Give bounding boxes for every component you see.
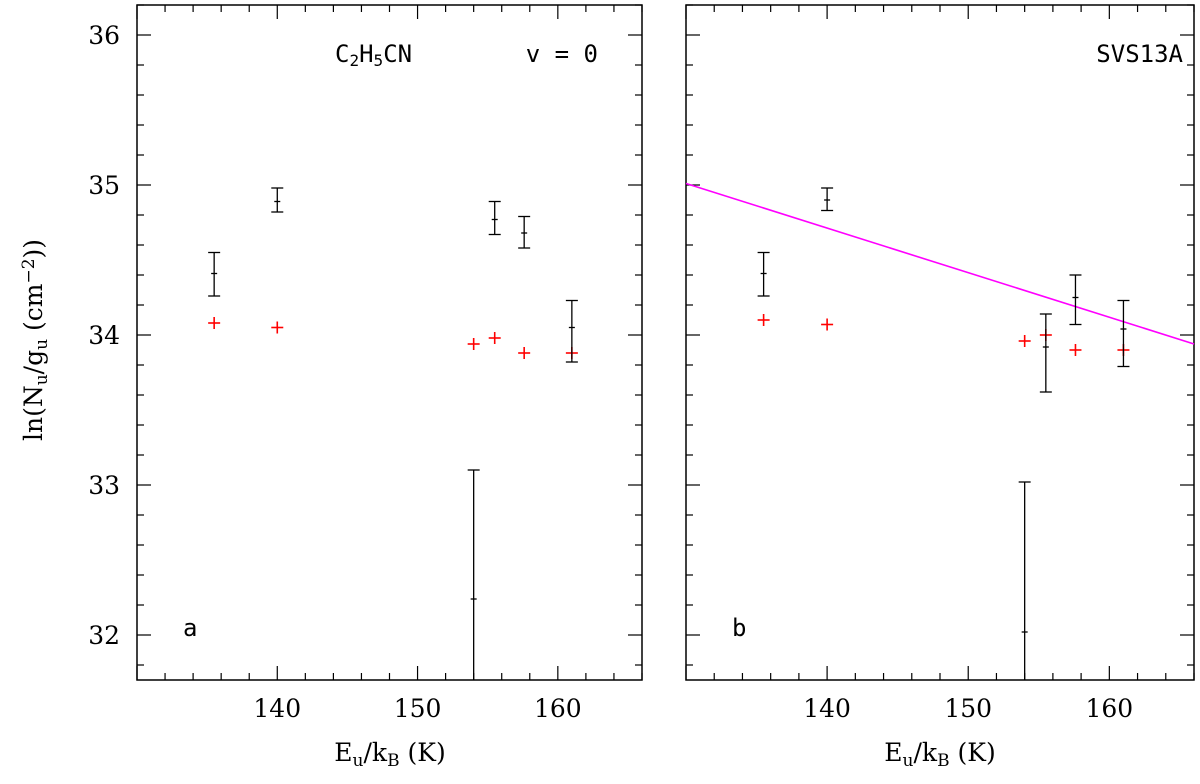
model-point [208,317,221,329]
observed-point [1039,313,1052,393]
observed-point [518,215,531,249]
x-tick-label: 150 [394,694,442,723]
observed-point [821,187,834,212]
panel-a-title-molecule: C2H5CN [335,40,412,70]
panel-b-ticks [685,4,1195,680]
y-axis-label: ln(Nu/gu (cm−2)) [19,239,52,441]
panel-a-ticks [136,4,643,680]
observed-point [1018,481,1031,680]
panel-a-x-axis-label: Eu/kB (K) [334,738,445,771]
panel-b-x-axis-label: Eu/kB (K) [884,738,995,771]
observed-point [1069,274,1082,326]
observed-point [757,251,770,297]
x-tick-label: 150 [944,694,992,723]
y-tick-label: 33 [88,471,120,500]
model-point [488,332,501,344]
panel-a-xtick-labels: 140 150 160 [253,694,581,723]
panel-b-xtick-labels: 140 150 160 [803,694,1133,723]
panel-b-title-source: SVS13A [1096,40,1183,68]
y-tick-label: 35 [88,171,120,200]
panel-a-frame [136,4,643,681]
panel-a-title-state: v = 0 [526,40,598,68]
model-point [1018,335,1031,347]
panel-b-series [685,182,1195,680]
model-point [467,338,480,350]
observed-point [271,187,284,213]
panel-a-ytick-labels: 32 33 34 35 36 [88,21,120,650]
x-tick-label: 160 [534,694,582,723]
panel-b-frame [685,4,1195,681]
observed-point [565,299,578,363]
observed-point [488,200,501,236]
model-point [821,318,834,331]
x-tick-label: 160 [1085,694,1133,723]
y-tick-label: 36 [88,21,120,50]
panel-b-label: b [732,614,746,642]
observed-point [208,251,221,297]
observed-point [467,469,480,680]
model-point [1069,344,1082,356]
observed-point [1117,299,1130,368]
x-tick-label: 140 [803,694,851,723]
panel-a-label: a [183,614,197,642]
model-point [757,314,770,326]
model-point [271,321,284,334]
panel-b: 140 150 160 SVS13A b Eu/kB (K) [685,4,1195,771]
model-point [518,347,531,359]
panel-a-series [208,187,578,680]
x-tick-label: 140 [253,694,301,723]
y-tick-label: 34 [88,321,120,350]
panel-a: 32 33 34 35 36 140 150 160 C2H5CN v = 0 a Eu/k… [88,4,643,771]
y-tick-label: 32 [88,621,120,650]
fit-line [685,182,1195,345]
